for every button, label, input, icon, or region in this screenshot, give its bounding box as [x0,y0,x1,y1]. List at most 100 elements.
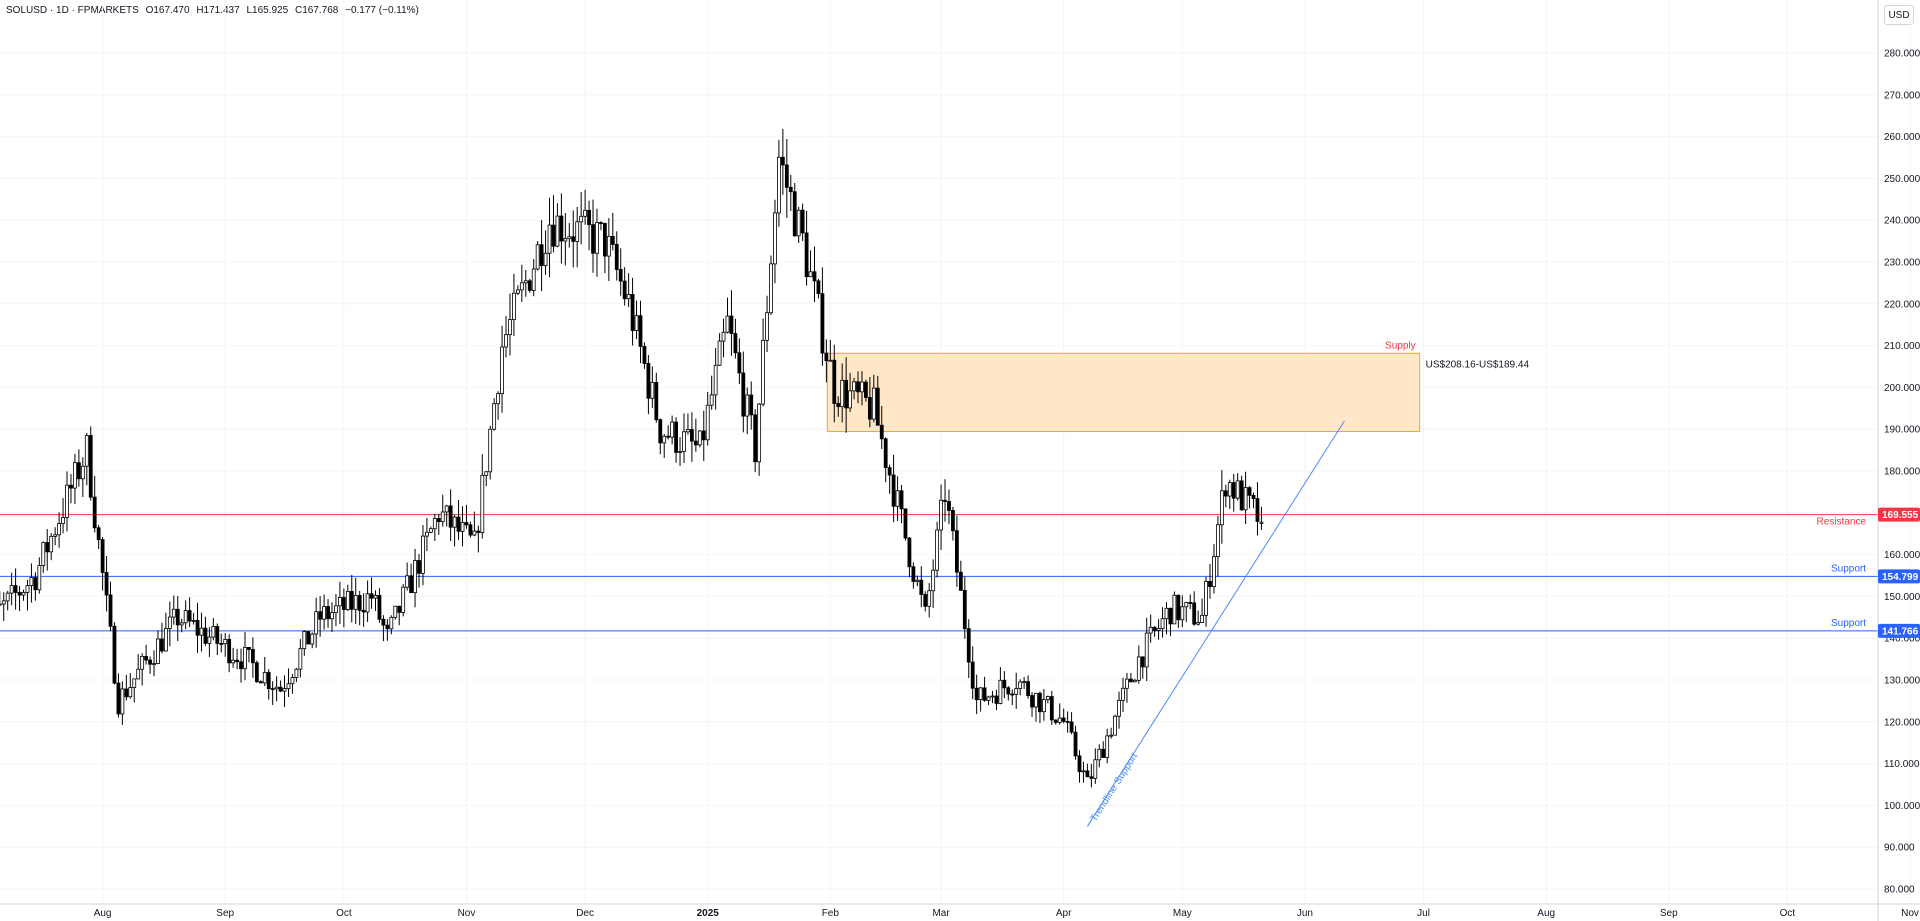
candle [595,208,599,277]
candle [341,588,346,628]
candle-body-down [1006,687,1011,695]
candle [464,504,469,529]
candle-body-down [1223,490,1228,497]
candle-body-down [911,566,916,582]
candle [1081,761,1086,783]
candle [1219,470,1224,544]
candle-body-up [211,626,216,638]
supply-range-label: US$208.16-US$189.44 [1426,359,1530,370]
candle-body-down [693,440,698,446]
candle [638,300,643,364]
resistance-label: Resistance [1817,517,1867,528]
candle-body-down [1061,717,1066,722]
candle-body-down [784,164,789,188]
candle [203,616,208,646]
candle-body-up [65,484,69,518]
candle [349,574,354,623]
candle [428,526,433,534]
candle [345,584,350,612]
candle [962,576,967,639]
candle [231,647,236,668]
candle [626,273,631,307]
candle [215,623,220,655]
candle-body-up [274,686,279,690]
candle [290,674,295,694]
candle [951,506,955,541]
candle [567,223,572,248]
candle [25,579,30,611]
candle-body-up [757,403,762,463]
candle [365,580,370,623]
candle [650,366,655,408]
candle-body-down [610,235,615,245]
candle-body-down [733,333,738,354]
price-axis[interactable]: 80.000 90.000 100.000 110.000 120.000 130.000… [1884,49,1920,896]
candle [978,686,983,712]
candle-body-up [515,289,520,294]
price-tick-label: 250.000 [1884,174,1920,185]
candle-body-up [1227,482,1232,497]
candle [757,402,762,476]
candle [254,660,259,684]
candle-body-up [1113,715,1117,736]
candle-body-up [871,387,876,420]
candle [824,339,829,383]
candle-body-up [80,465,85,480]
candle [555,203,560,248]
candle [899,484,904,524]
candle-body-up [84,435,89,467]
candle-body-up [171,608,176,618]
candle [512,273,516,337]
candle-body-up [298,648,303,670]
price-tick-label: 80.000 [1884,885,1915,896]
candle-body-down [104,572,109,596]
candle-body-down [1152,626,1157,631]
candle [1255,482,1260,536]
candle-body-down [397,605,402,613]
trendline-support[interactable] [1086,420,1345,827]
candle [954,515,959,587]
currency-button[interactable]: USD [1884,5,1914,25]
candle [207,627,212,657]
candle-body-down [832,359,837,404]
candle-body-down [1002,679,1007,689]
candle-body-down [456,516,461,532]
candle-body-down [879,424,884,440]
candle [1212,544,1216,594]
candle [270,681,275,705]
candle [116,673,121,718]
candle [1184,601,1189,623]
candle [800,203,805,241]
candle-body-down [539,244,544,266]
time-axis[interactable]: Aug Sep Oct Nov Dec 2025 Feb Mar Apr May Jun Jul Aug… [94,908,1919,919]
candle [974,674,979,715]
candle-body-down [753,414,758,463]
candle-body-up [5,592,10,602]
candle [393,605,398,620]
candle-body-up [405,575,410,588]
candle [163,612,168,652]
candle [436,513,441,535]
candle [1156,619,1161,640]
candle [618,248,623,296]
candle [571,210,576,268]
candle [701,410,706,462]
candle [836,396,841,417]
candle-body-down [254,662,259,683]
supply-zone[interactable] [826,352,1421,433]
candle-body-down [13,585,18,593]
candle [160,622,164,654]
candle [891,454,896,523]
candle-body-up [480,474,485,533]
candle-body-down [994,695,999,704]
candle-body-up [428,528,433,533]
candle [575,206,580,268]
candle [867,376,872,428]
candle [1231,473,1236,512]
candle-body-up [852,381,856,392]
candle-body-up [163,628,168,652]
candle [614,231,619,281]
candle-body-up [860,381,864,393]
candle [982,676,987,702]
